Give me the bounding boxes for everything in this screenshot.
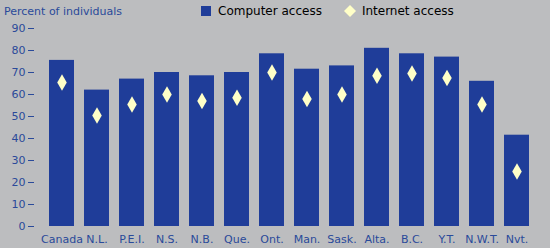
svg-text:N.B.: N.B. xyxy=(191,233,214,246)
svg-text:Que.: Que. xyxy=(224,233,250,246)
svg-text:Man.: Man. xyxy=(294,233,321,246)
svg-text:N.W.T.: N.W.T. xyxy=(465,233,499,246)
html-text:Computer access: Computer access xyxy=(218,4,322,18)
svg-text:B.C.: B.C. xyxy=(401,233,423,246)
svg-text:40: 40 xyxy=(12,132,26,145)
svg-text:60: 60 xyxy=(12,88,26,101)
html-text:Internet access: Internet access xyxy=(361,4,454,18)
svg-text:Nvt.: Nvt. xyxy=(506,233,529,246)
svg-text:Sask.: Sask. xyxy=(327,233,356,246)
svg-text:70: 70 xyxy=(12,66,26,79)
svg-text:Y.T.: Y.T. xyxy=(438,233,456,246)
svg-text:90: 90 xyxy=(12,22,26,35)
svg-text:20: 20 xyxy=(12,176,26,189)
svg-text:Canada: Canada xyxy=(41,233,83,246)
svg-text:N.L.: N.L. xyxy=(86,233,107,246)
html-text:Percent of individuals: Percent of individuals xyxy=(4,5,123,18)
svg-text:80: 80 xyxy=(12,44,26,57)
svg-text:Alta.: Alta. xyxy=(364,233,389,246)
svg-text:30: 30 xyxy=(12,154,26,167)
svg-text:0: 0 xyxy=(19,220,26,233)
svg-text:P.E.I.: P.E.I. xyxy=(119,233,145,246)
svg-text:50: 50 xyxy=(12,110,26,123)
svg-text:10: 10 xyxy=(12,198,26,211)
svg-text:Ont.: Ont. xyxy=(260,233,283,246)
svg-text:N.S.: N.S. xyxy=(156,233,178,246)
